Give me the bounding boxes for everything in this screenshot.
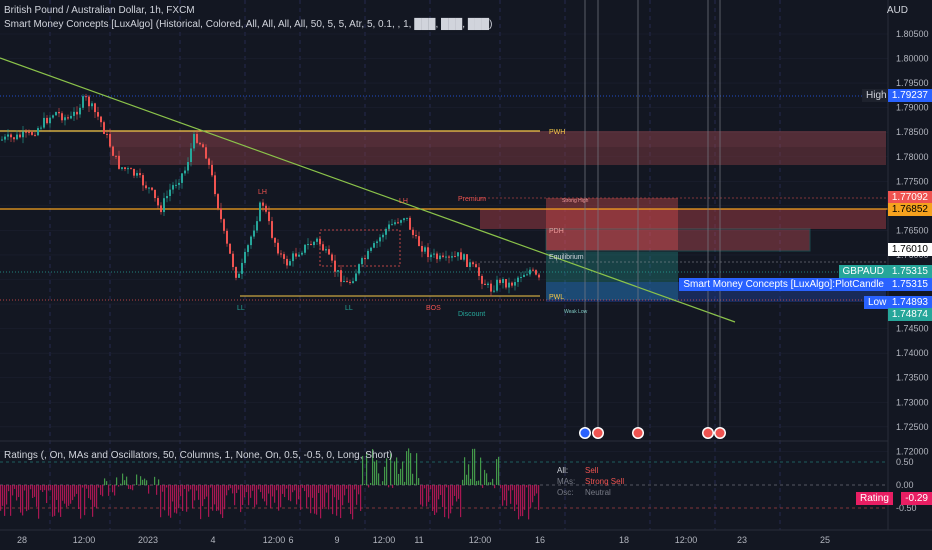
currency-label: AUD [886, 5, 908, 16]
supply-zone-2 [110, 147, 886, 165]
mas-value: Strong Sell [585, 477, 625, 486]
last-value-tag: 1.75315 [887, 265, 932, 278]
symbol-label-tag: GBPAUD [838, 265, 888, 278]
ratings-legend[interactable]: Ratings (, On, MAs and Oscillators, 50, … [4, 450, 393, 461]
price-tick: 1.73000 [896, 397, 929, 407]
high-label-tag: High [862, 89, 891, 102]
time-tick: 12:00 [73, 535, 96, 545]
event-icon[interactable] [714, 427, 726, 439]
flag-icon[interactable] [579, 427, 591, 439]
time-tick: 12:00 [469, 535, 492, 545]
event-icon[interactable] [632, 427, 644, 439]
rating-value-tag: -0.29 [901, 492, 932, 505]
osc-label: Osc: [557, 488, 574, 497]
time-tick: 2023 [138, 535, 158, 545]
mas-label: MAs: [557, 477, 576, 486]
price-tick: 1.78500 [896, 127, 929, 137]
trendline [0, 57, 736, 323]
time-tick: 25 [820, 535, 830, 545]
price-tick: 1.72000 [896, 446, 929, 456]
price-tick: 1.80500 [896, 29, 929, 39]
plotcandle-label-tag: Smart Money Concepts [LuxAlgo]:PlotCandl… [679, 278, 888, 291]
premium-zone [480, 209, 886, 229]
symbol-title[interactable]: British Pound / Australian Dollar, 1h, F… [4, 5, 195, 16]
price-tick: 1.79500 [896, 78, 929, 88]
ll-label-2: LL [345, 305, 353, 312]
ratings-summary: All: Sell MAs: Strong Sell Osc: Neutral [557, 465, 624, 498]
osc-value: Neutral [585, 488, 611, 497]
all-label: All: [557, 466, 569, 475]
time-tick: 9 [334, 535, 339, 545]
price-tick: 1.79000 [896, 103, 929, 113]
white-value-tag: 1.76010 [887, 243, 932, 256]
time-tick: 12:00 [263, 535, 286, 545]
price-tick: 1.77500 [896, 176, 929, 186]
low-value-tag: 1.74893 [887, 296, 932, 309]
lh-label-2: LH [399, 198, 408, 205]
time-tick: 28 [17, 535, 27, 545]
time-tick: 16 [535, 535, 545, 545]
indicator-legend[interactable]: Smart Money Concepts [LuxAlgo] (Historic… [4, 19, 493, 30]
time-tick: 11 [414, 535, 423, 545]
equilibrium-label: Equilibrium [549, 254, 584, 261]
bos-label: BOS [426, 305, 441, 312]
supply-zone-1 [110, 131, 886, 147]
red-value-tag: 1.77092 [887, 191, 932, 204]
high-value-tag: 1.79237 [887, 89, 932, 102]
discount-label: Discount [458, 311, 485, 318]
pdh-label: PDH [549, 228, 564, 235]
rating-tick: 0.00 [896, 480, 914, 490]
ll-label-1: LL [237, 305, 245, 312]
price-tick: 1.74000 [896, 348, 929, 358]
price-tick: 1.80000 [896, 54, 929, 64]
orange-value-tag: 1.76852 [887, 203, 932, 216]
time-tick: 4 [210, 535, 215, 545]
pdh-zone [545, 228, 811, 252]
premium-label: Premium [458, 196, 486, 203]
time-tick: 12:00 [373, 535, 396, 545]
time-tick: 12:00 [675, 535, 698, 545]
red-forecast-zone [546, 198, 678, 250]
pwl-label: PWL [549, 294, 564, 301]
price-tick: 1.74500 [896, 324, 929, 334]
event-icon[interactable] [592, 427, 604, 439]
strong-high-label: Strong High [562, 198, 589, 204]
all-value: Sell [585, 466, 599, 475]
green-forecast-zone [546, 252, 678, 300]
rating-tick: 0.50 [896, 457, 914, 467]
lh-label-1: LH [258, 189, 267, 196]
pwh-label: PWH [549, 129, 565, 136]
time-tick: 18 [619, 535, 629, 545]
price-tick: 1.78000 [896, 152, 929, 162]
price-tick: 1.73500 [896, 373, 929, 383]
low-label-tag: Low [864, 296, 891, 309]
weak-low-label: Weak Low [564, 309, 588, 315]
event-icon[interactable] [702, 427, 714, 439]
green-value-tag: 1.74874 [887, 308, 932, 321]
rating-label-tag: Rating [856, 492, 893, 505]
time-tick: 23 [737, 535, 747, 545]
rating-tick: -0.50 [896, 503, 917, 513]
price-tick: 1.76500 [896, 225, 929, 235]
price-tick: 1.72500 [896, 422, 929, 432]
time-tick: 6 [288, 535, 293, 545]
plotcandle-value-tag: 1.75315 [887, 278, 932, 291]
